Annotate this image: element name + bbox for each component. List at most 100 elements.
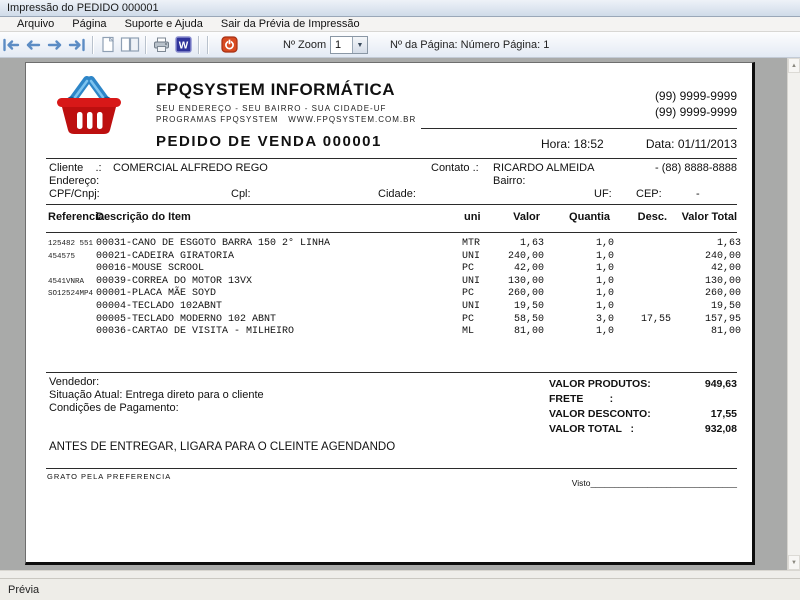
item-total: 1,63: [716, 238, 741, 249]
item-ref: SO12524MP4: [48, 290, 94, 299]
item-uni: PC: [462, 288, 475, 300]
table-row: 454575 00021-CADEIRA GIRATORIA UNI 240,00 1,…: [26, 251, 756, 264]
frete-label: FRETE :: [549, 393, 614, 405]
item-total: 260,00: [704, 288, 741, 300]
table-row: 00036-CARTAO DE VISITA - MILHEIRO ML 81,00…: [26, 326, 756, 339]
toolbar-separator: [207, 35, 208, 54]
item-valor: 260,00: [507, 288, 544, 300]
cliente-label: Cliente .:: [49, 162, 102, 174]
exit-preview-icon[interactable]: [218, 35, 240, 55]
valor-total-value: 932,08: [704, 423, 737, 435]
item-qtd: 1,0: [595, 288, 614, 300]
divider: [46, 468, 737, 469]
item-qtd: 1,0: [595, 263, 614, 275]
item-valor: 19,50: [513, 300, 544, 312]
company-site: PROGRAMAS FPQSYSTEM WWW.FPQSYSTEM.COM.BR: [156, 115, 417, 124]
item-qtd: 1,0: [595, 326, 614, 338]
vertical-scrollbar[interactable]: ▲ ▼: [787, 58, 800, 570]
item-desc: 00016-MOUSE SCROOL: [96, 263, 205, 275]
item-desc: 00001-PLACA MÃE SOYD: [96, 288, 217, 300]
single-page-view-icon[interactable]: [97, 35, 119, 55]
zoom-label: Nº Zoom: [283, 38, 327, 51]
last-page-icon[interactable]: [66, 35, 88, 55]
item-valor: 42,00: [513, 263, 544, 275]
valor-desconto-label: VALOR DESCONTO:: [549, 408, 651, 420]
toolbar-separator: [92, 35, 93, 54]
col-header-desc: Desc.: [637, 211, 667, 223]
col-header-quantia: Quantia: [569, 211, 610, 223]
menu-suporte-e-ajuda[interactable]: Suporte e Ajuda: [124, 18, 203, 30]
table-row: 00016-MOUSE SCROOL PC 42,00 1,0 42,00: [26, 263, 756, 276]
item-total: 240,00: [704, 250, 741, 262]
item-uni: ML: [462, 326, 475, 338]
previous-page-icon[interactable]: [22, 35, 44, 55]
titlebar: Impressão do PEDIDO 000001: [0, 0, 800, 17]
visto-line: Visto_______________________________: [571, 478, 737, 488]
divider: [46, 204, 737, 205]
item-valor: 58,50: [513, 313, 544, 325]
toolbar-separator: [145, 35, 146, 54]
menubar: Arquivo Página Suporte e Ajuda Sair da P…: [0, 17, 800, 32]
next-page-icon[interactable]: [44, 35, 66, 55]
toolbar-separator: [198, 35, 199, 54]
valor-produtos-value: 949,63: [704, 378, 737, 390]
divider: [46, 372, 737, 373]
menu-arquivo[interactable]: Arquivo: [17, 18, 55, 30]
item-qtd: 1,0: [595, 275, 614, 287]
table-row: SO12524MP4 00001-PLACA MÃE SOYD PC 260,00 1,…: [26, 288, 756, 301]
item-total: 157,95: [704, 313, 741, 325]
export-word-icon[interactable]: W: [172, 35, 194, 55]
item-total: 130,00: [704, 275, 741, 287]
menu-sair-da-previa[interactable]: Sair da Prévia de Impressão: [220, 18, 360, 30]
endereco-label: Endereço:: [49, 175, 100, 187]
item-uni: UNI: [462, 250, 481, 262]
two-page-view-icon[interactable]: [119, 35, 141, 55]
page-number-label: Nº da Página: Número Página: 1: [390, 38, 550, 51]
item-valor: 130,00: [507, 275, 544, 287]
item-uni: PC: [462, 313, 475, 325]
scroll-up-icon[interactable]: ▲: [788, 58, 800, 73]
cidade-label: Cidade:: [378, 188, 416, 200]
contato-label: Contato .:: [431, 162, 479, 174]
condicoes-pagamento-label: Condições de Pagamento:: [49, 402, 179, 414]
horizontal-scrollbar[interactable]: [0, 570, 800, 578]
company-name: FPQSYSTEM INFORMÁTICA: [156, 80, 396, 99]
cliente-value: COMERCIAL ALFREDO REGO: [113, 162, 268, 174]
valor-total-label: VALOR TOTAL :: [549, 423, 634, 435]
item-valor: 1,63: [519, 238, 544, 249]
status-text: Prévia: [8, 583, 40, 596]
table-row: 00005-TECLADO MODERNO 102 ABNT PC 58,50 3,0…: [26, 314, 756, 327]
item-total: 81,00: [710, 326, 741, 338]
bairro-label: Bairro:: [493, 175, 526, 187]
situacao-atual: Situação Atual: Entrega direto para o cl…: [49, 389, 264, 401]
contato-phone: - (88) 8888-8888: [655, 162, 737, 174]
cep-value: -: [696, 188, 700, 200]
col-header-valor: Valor: [513, 211, 540, 223]
table-row: 125482 551 00031-CANO DE ESGOTO BARRA 150…: [26, 238, 756, 251]
col-header-referencia: Referencia: [48, 211, 105, 223]
item-uni: PC: [462, 263, 475, 275]
item-desc: 00036-CARTAO DE VISITA - MILHEIRO: [96, 326, 295, 338]
order-date: Data: 01/11/2013: [645, 137, 737, 151]
item-uni: MTR: [462, 238, 481, 249]
item-desc: 00021-CADEIRA GIRATORIA: [96, 250, 235, 262]
preview-area: FPQSYSTEM INFORMÁTICA SEU ENDEREÇO - SEU…: [0, 58, 800, 570]
print-icon[interactable]: [150, 35, 172, 55]
item-uni: UNI: [462, 275, 481, 287]
menu-pagina[interactable]: Página: [72, 18, 107, 30]
company-phone-2: (99) 9999-9999: [654, 105, 737, 119]
divider: [46, 158, 737, 159]
cpl-label: Cpl:: [231, 188, 251, 200]
item-qtd: 1,0: [595, 250, 614, 262]
first-page-icon[interactable]: [0, 35, 22, 55]
item-desc: 00039-CORREA DO MOTOR 13VX: [96, 275, 253, 287]
cep-label: CEP:: [636, 188, 662, 200]
uf-label: UF:: [594, 188, 612, 200]
item-qtd: 3,0: [595, 313, 614, 325]
table-row: 4541VNRA 00039-CORREA DO MOTOR 13VX UNI 130…: [26, 276, 756, 289]
chevron-down-icon[interactable]: ▼: [352, 37, 367, 53]
document-page: FPQSYSTEM INFORMÁTICA SEU ENDEREÇO - SEU…: [25, 62, 755, 565]
scroll-down-icon[interactable]: ▼: [788, 555, 800, 570]
divider: [46, 232, 737, 233]
zoom-select[interactable]: 1 ▼: [330, 36, 368, 54]
